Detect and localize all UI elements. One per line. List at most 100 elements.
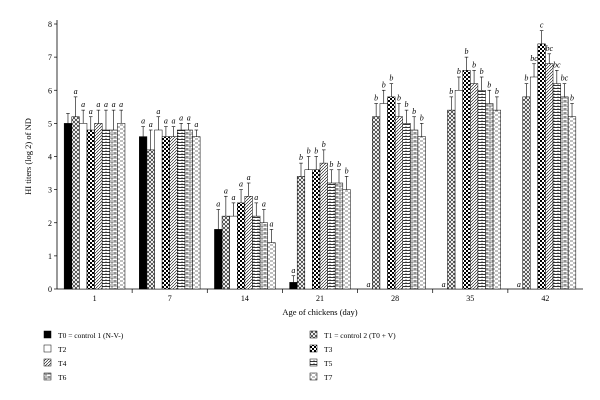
y-tick-label: 7 — [48, 53, 52, 62]
bar — [71, 116, 80, 290]
significance-label: a — [172, 117, 176, 126]
bar — [545, 63, 554, 290]
legend-label: T3 — [324, 345, 333, 354]
significance-label: bc — [530, 54, 538, 63]
bar — [169, 136, 178, 290]
significance-label: b — [570, 94, 574, 103]
bar — [109, 129, 118, 290]
x-tick-label: 35 — [466, 294, 474, 303]
significance-label: a — [442, 280, 446, 289]
significance-label: a — [112, 100, 116, 109]
legend-swatch — [309, 372, 318, 381]
significance-label: a — [74, 87, 78, 96]
significance-label: a — [119, 100, 123, 109]
significance-label: b — [412, 107, 416, 116]
significance-label: b — [449, 87, 453, 96]
significance-label: b — [329, 160, 333, 169]
significance-label: a — [262, 200, 266, 209]
bar — [454, 90, 463, 290]
legend-label: T7 — [324, 373, 333, 382]
significance-label: c — [540, 21, 544, 30]
bar — [184, 129, 193, 290]
bar — [177, 129, 186, 290]
x-tick-label: 42 — [541, 294, 549, 303]
bar — [139, 136, 148, 290]
legend-label: T1 = control 2 (T0 + V) — [324, 331, 396, 340]
bar — [86, 129, 95, 290]
significance-label: a — [269, 219, 273, 228]
significance-label: a — [216, 200, 220, 209]
bar — [304, 169, 313, 290]
y-tick-label: 5 — [48, 119, 52, 128]
bar — [63, 123, 73, 290]
bar — [79, 123, 88, 290]
x-tick-label: 14 — [241, 294, 249, 303]
significance-label: a — [187, 113, 191, 122]
x-tick-label: 21 — [316, 294, 324, 303]
x-axis-label: Age of chickens (day) — [282, 307, 357, 317]
significance-label: b — [420, 113, 424, 122]
significance-label: a — [96, 100, 100, 109]
bar — [244, 196, 253, 290]
significance-label: a — [194, 120, 198, 129]
significance-label: b — [480, 67, 484, 76]
significance-label: b — [382, 80, 386, 89]
bar — [154, 129, 163, 290]
legend-swatch — [43, 358, 52, 367]
significance-label: b — [487, 80, 491, 89]
bar — [462, 70, 471, 290]
significance-label: a — [224, 186, 228, 195]
bar — [477, 90, 486, 290]
significance-label: b — [457, 67, 461, 76]
y-tick-label: 2 — [48, 219, 52, 228]
bar — [259, 222, 268, 290]
bar — [552, 83, 561, 290]
bar — [221, 215, 230, 290]
bar — [334, 182, 344, 290]
bar — [387, 96, 396, 290]
significance-label: b — [337, 160, 341, 169]
significance-label: b — [472, 60, 476, 69]
bar — [537, 43, 546, 290]
significance-label: b — [307, 147, 311, 156]
significance-label: b — [299, 153, 303, 162]
y-tick-label: 6 — [48, 86, 52, 95]
bar — [192, 136, 201, 290]
legend-label: T5 — [324, 359, 333, 368]
bar — [146, 149, 155, 290]
bar — [267, 242, 276, 290]
significance-label: a — [231, 193, 235, 202]
legend-swatch — [309, 358, 318, 367]
significance-label: b — [322, 140, 326, 149]
bar — [394, 116, 403, 290]
bar — [117, 123, 126, 290]
bar — [529, 76, 539, 290]
bar — [342, 189, 351, 290]
bar — [522, 96, 531, 290]
bar — [327, 182, 336, 290]
x-tick-label: 28 — [391, 294, 399, 303]
significance-label: b — [495, 87, 499, 96]
legend-label: T4 — [58, 359, 67, 368]
bar — [289, 282, 298, 290]
significance-label: b — [374, 94, 378, 103]
bar — [161, 136, 170, 290]
bar — [94, 123, 103, 290]
bar — [372, 116, 381, 290]
bar — [379, 103, 388, 290]
bar — [417, 136, 426, 290]
legend-label: T6 — [58, 373, 67, 382]
bar — [567, 116, 577, 290]
significance-label: b — [397, 94, 401, 103]
significance-label: a — [291, 266, 295, 275]
significance-label: bc — [561, 74, 569, 83]
bar — [237, 202, 246, 290]
y-tick-label: 3 — [48, 186, 52, 195]
significance-label: a — [156, 107, 160, 116]
significance-label: b — [314, 147, 318, 156]
bar — [485, 103, 494, 290]
legend-swatch — [43, 372, 52, 381]
bar — [252, 215, 261, 290]
significance-label: a — [179, 113, 183, 122]
